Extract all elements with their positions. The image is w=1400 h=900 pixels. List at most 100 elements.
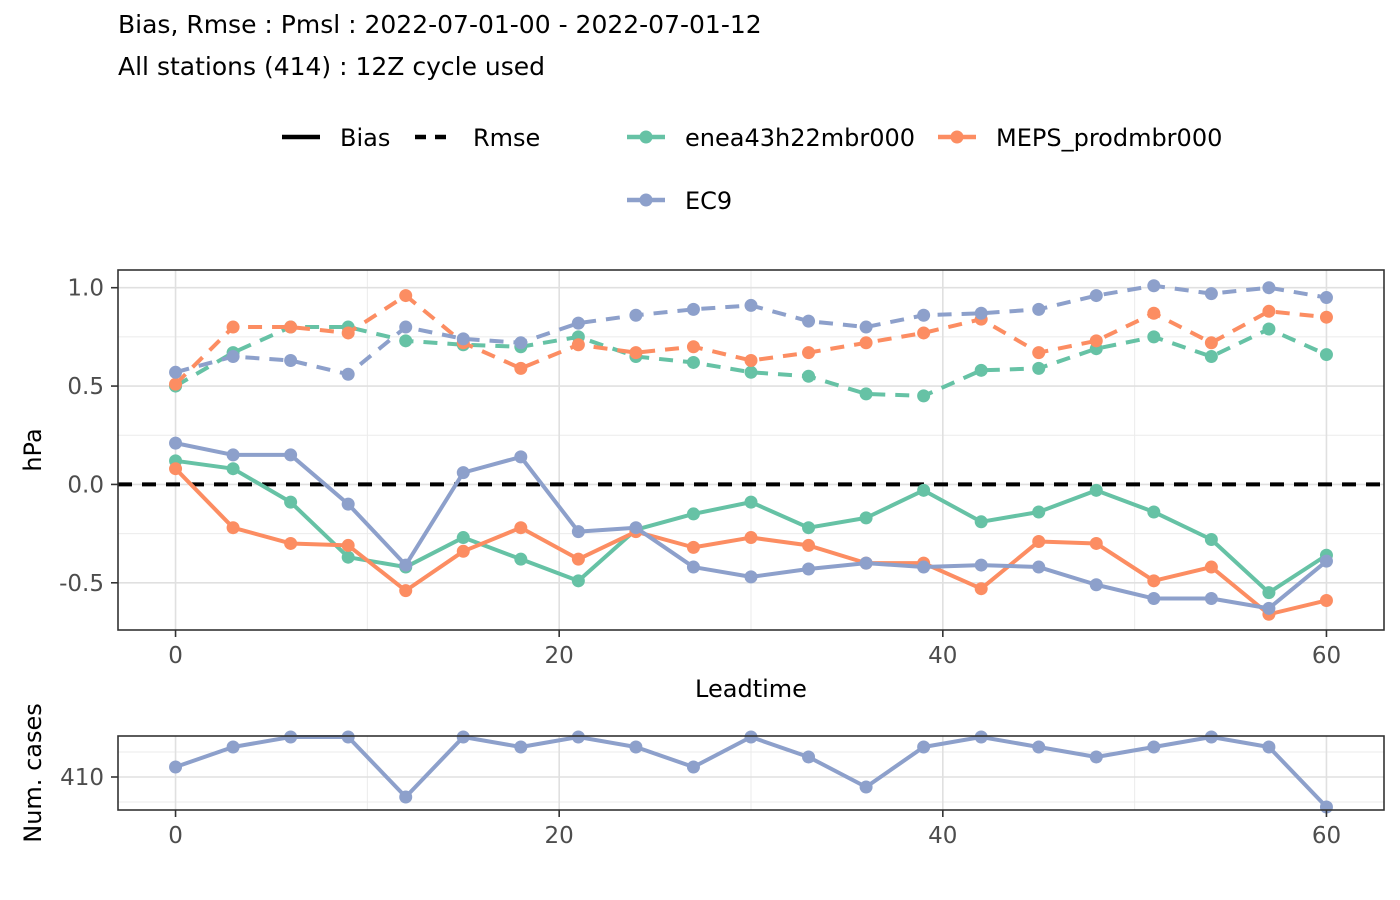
data-point-meps-prodmbr000-bias [744,531,758,545]
data-point-ec9 [284,730,298,744]
data-point-enea43h22mbr000-bias [974,515,988,529]
data-point-meps-prodmbr000-rmse [226,320,240,334]
x-tick-label: 0 [168,823,183,849]
data-point-meps-prodmbr000-rmse [341,326,355,340]
data-point-ec9-bias [399,558,413,572]
data-point-ec9 [744,730,758,744]
legend-key-point-meps-prodmbr000 [950,130,964,144]
legend-key-point-ec9 [639,193,653,207]
legend-label-ec9: EC9 [685,187,732,215]
data-point-meps-prodmbr000-rmse [859,336,873,350]
data-point-meps-prodmbr000-rmse [284,320,298,334]
data-point-ec9 [169,760,183,774]
data-point-meps-prodmbr000-bias [686,540,700,554]
x-tick-label: 60 [1312,823,1341,849]
data-point-ec9 [571,730,585,744]
data-point-ec9-bias [1147,592,1161,606]
data-point-ec9 [226,740,240,754]
data-point-enea43h22mbr000-bias [226,462,240,476]
data-point-enea43h22mbr000-rmse [1262,322,1276,336]
data-point-enea43h22mbr000-bias [1147,505,1161,519]
data-point-ec9-bias [514,450,528,464]
data-point-ec9-bias [1032,560,1046,574]
data-point-meps-prodmbr000-rmse [917,326,931,340]
data-point-ec9-bias [1319,554,1333,568]
data-point-enea43h22mbr000-rmse [1204,350,1218,364]
data-point-ec9-rmse [571,316,585,330]
data-point-meps-prodmbr000-rmse [1319,310,1333,324]
data-point-ec9 [1147,740,1161,754]
data-point-meps-prodmbr000-bias [399,584,413,598]
data-point-enea43h22mbr000-rmse [1319,348,1333,362]
data-point-ec9-rmse [744,298,758,312]
data-point-meps-prodmbr000-rmse [169,377,183,391]
data-point-ec9-rmse [514,336,528,350]
data-point-enea43h22mbr000-bias [686,507,700,521]
data-point-meps-prodmbr000-rmse [802,346,816,360]
data-point-ec9-rmse [629,308,643,322]
data-point-enea43h22mbr000-bias [1032,505,1046,519]
x-axis-label: Leadtime [695,675,807,703]
data-point-ec9-rmse [859,320,873,334]
legend-label-enea43h22mbr000: enea43h22mbr000 [685,124,915,152]
data-point-meps-prodmbr000-bias [1032,534,1046,548]
data-point-enea43h22mbr000-bias [917,483,931,497]
main-panel: 0 20 40 60 -0.5 0.0 0.5 1.0 Leadtime hPa [19,269,1385,703]
legend-key-point-enea43h22mbr000 [639,130,653,144]
data-point-enea43h22mbr000-rmse [974,363,988,377]
data-point-enea43h22mbr000-rmse [859,387,873,401]
data-point-ec9-rmse [802,314,816,328]
data-point-ec9-bias [859,556,873,570]
data-point-ec9 [917,740,931,754]
data-point-enea43h22mbr000-bias [284,495,298,509]
data-point-ec9 [859,780,873,794]
data-point-meps-prodmbr000-bias [1089,536,1103,550]
data-point-ec9-rmse [1147,279,1161,293]
data-point-enea43h22mbr000-bias [802,521,816,535]
data-point-meps-prodmbr000-bias [571,552,585,566]
data-point-ec9-bias [341,497,355,511]
y-tick-label: 0.5 [67,374,104,400]
data-point-enea43h22mbr000-rmse [1032,361,1046,375]
x-tick-label: 40 [928,643,957,669]
x-tick-label: 20 [545,643,574,669]
data-point-enea43h22mbr000-rmse [399,334,413,348]
data-point-ec9-bias [686,560,700,574]
data-point-enea43h22mbr000-rmse [1147,330,1161,344]
cases-panel: 0 20 40 60 410 Num. cases [19,703,1385,849]
data-point-ec9-rmse [1032,302,1046,316]
data-point-ec9-bias [1204,592,1218,606]
data-point-enea43h22mbr000-bias [1262,586,1276,600]
data-point-meps-prodmbr000-bias [1319,593,1333,607]
data-point-ec9-rmse [917,308,931,322]
chart-subtitle: All stations (414) : 12Z cycle used [118,52,546,81]
data-point-ec9 [1204,730,1218,744]
data-point-meps-prodmbr000-rmse [1147,306,1161,320]
data-point-meps-prodmbr000-rmse [571,338,585,352]
legend-label-bias: Bias [340,124,390,152]
data-point-enea43h22mbr000-rmse [744,365,758,379]
data-point-ec9-rmse [974,306,988,320]
x-tick-label: 60 [1312,643,1341,669]
data-point-ec9-rmse [686,302,700,316]
data-point-meps-prodmbr000-bias [169,462,183,476]
data-point-enea43h22mbr000-rmse [686,355,700,369]
data-point-ec9-bias [169,436,183,450]
data-point-ec9 [686,760,700,774]
data-point-ec9-bias [802,562,816,576]
data-point-enea43h22mbr000-bias [341,550,355,564]
data-point-meps-prodmbr000-bias [514,521,528,535]
legend: Bias Rmse enea43h22mbr000 MEPS_prodmbr000 EC… [282,124,1222,215]
data-point-ec9 [399,790,413,804]
y-axis-label: hPa [19,428,47,471]
y-tick-label: 410 [60,765,104,791]
data-point-ec9-rmse [1262,281,1276,295]
y-tick-label: -0.5 [59,571,104,597]
data-point-meps-prodmbr000-rmse [1032,346,1046,360]
data-point-meps-prodmbr000-bias [802,538,816,552]
x-tick-label: 40 [928,823,957,849]
data-point-ec9-rmse [1204,287,1218,301]
y-axis-label: Num. cases [19,703,47,842]
data-point-ec9-rmse [341,367,355,381]
data-point-ec9-rmse [169,365,183,379]
